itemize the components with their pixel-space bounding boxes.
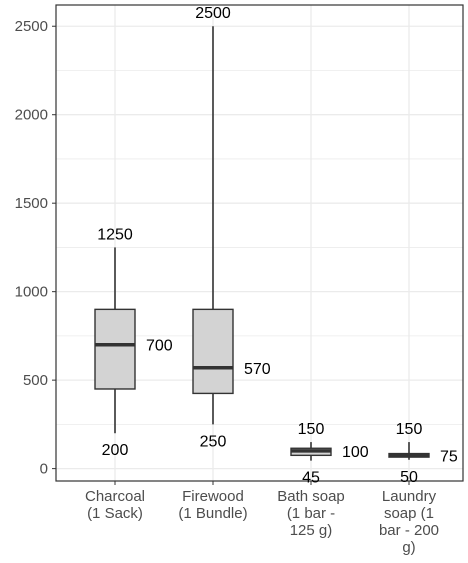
y-tick-label: 2000 bbox=[15, 107, 48, 124]
y-tick-label: 1000 bbox=[15, 284, 48, 301]
x-category-label-line: 125 g) bbox=[290, 522, 333, 539]
x-category-label-line: (1 Sack) bbox=[87, 505, 143, 522]
box bbox=[192, 308, 234, 395]
x-category-label-line: (1 Bundle) bbox=[178, 505, 247, 522]
x-category-label-line: bar - 200 bbox=[379, 522, 439, 539]
x-category-label: Charcoal (1 Sack) bbox=[85, 488, 145, 522]
median-value-label: 570 bbox=[244, 361, 271, 378]
max-value-label: 150 bbox=[396, 421, 423, 438]
median-value-label: 75 bbox=[440, 448, 458, 465]
x-category-label-line: Firewood bbox=[182, 488, 244, 505]
min-value-label: 200 bbox=[102, 442, 129, 459]
x-category-label-line: (1 bar - bbox=[287, 505, 335, 522]
panel-border bbox=[55, 4, 464, 482]
x-category-label: Laundry soap (1 bar - 200 g) bbox=[379, 488, 439, 556]
min-value-label: 50 bbox=[400, 469, 418, 486]
min-value-label: 45 bbox=[302, 470, 320, 487]
max-value-label: 150 bbox=[298, 421, 325, 438]
max-value-label: 1250 bbox=[97, 226, 133, 243]
min-value-label: 250 bbox=[200, 433, 227, 450]
median-value-label: 700 bbox=[146, 338, 173, 355]
max-value-label: 2500 bbox=[195, 5, 231, 22]
x-category-label: Firewood (1 Bundle) bbox=[178, 488, 247, 522]
x-category-label-line: g) bbox=[402, 539, 415, 556]
median-value-label: 100 bbox=[342, 444, 369, 461]
x-category-label-line: soap (1 bbox=[384, 505, 434, 522]
x-category-label-line: Charcoal bbox=[85, 488, 145, 505]
x-category-label-line: Laundry bbox=[382, 488, 437, 505]
x-category-label: Bath soap (1 bar -125 g) bbox=[277, 488, 345, 539]
box bbox=[94, 308, 136, 390]
y-tick-label: 2500 bbox=[15, 18, 48, 35]
y-tick-label: 1500 bbox=[15, 195, 48, 212]
y-tick-label: 0 bbox=[40, 461, 48, 478]
y-tick-label: 500 bbox=[23, 372, 48, 389]
plot-background bbox=[56, 5, 463, 481]
x-category-label-line: Bath soap bbox=[277, 488, 345, 505]
